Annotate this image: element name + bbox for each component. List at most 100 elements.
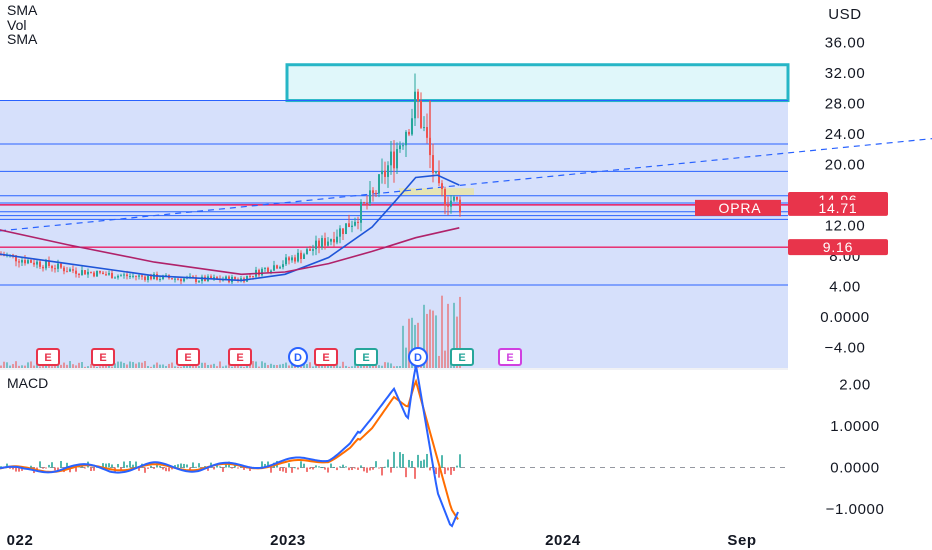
macd-histogram-bar — [132, 464, 134, 468]
legend-sma-1[interactable]: SMA — [7, 2, 38, 18]
legend-sma-2[interactable]: SMA — [7, 31, 38, 47]
candle-body — [270, 270, 272, 272]
sma-fast-line[interactable] — [0, 174, 460, 282]
event-marker[interactable]: E — [450, 348, 474, 366]
volume-bar — [354, 364, 356, 368]
macd-histogram-bar — [309, 467, 311, 470]
event-marker[interactable]: E — [176, 348, 200, 366]
macd-histogram-bar — [204, 466, 206, 468]
macd-histogram-bar — [294, 467, 296, 469]
candle-body — [306, 249, 308, 255]
volume-bar — [120, 361, 122, 368]
macd-histogram-bar — [297, 467, 299, 470]
legend-vol[interactable]: Vol — [7, 17, 27, 33]
macd-histogram-bar — [381, 467, 383, 476]
event-marker[interactable]: E — [314, 348, 338, 366]
macd-histogram-bar — [138, 467, 140, 471]
event-marker[interactable]: E — [228, 348, 252, 366]
macd-histogram-bar — [408, 459, 410, 468]
volume-bar — [15, 361, 17, 368]
badge-box — [788, 199, 888, 216]
candle-body — [144, 276, 146, 281]
event-circle — [288, 347, 308, 367]
volume-bar — [210, 364, 212, 368]
volume-bar — [51, 366, 53, 368]
macd-histogram-bar — [39, 461, 41, 468]
candle-body — [447, 205, 449, 207]
event-marker[interactable]: D — [288, 347, 308, 367]
candle-body — [234, 276, 236, 280]
macd-histogram-bar — [57, 467, 59, 472]
macd-histogram-bar — [60, 460, 62, 468]
volume-bar — [60, 364, 62, 368]
event-marker[interactable]: E — [36, 348, 60, 366]
trendline[interactable] — [0, 138, 932, 232]
candle-body — [396, 149, 398, 169]
event-label: E — [458, 352, 465, 364]
candle-body — [60, 263, 62, 268]
candle-body — [21, 260, 23, 263]
volume-bar — [387, 362, 389, 368]
candle-body — [303, 254, 305, 259]
macd-histogram-bar — [237, 467, 239, 469]
macd-histogram-bar — [288, 463, 290, 468]
volume-bar — [273, 364, 275, 368]
volume-bar — [90, 364, 92, 368]
event-marker[interactable]: E — [498, 348, 522, 366]
macd-histogram-bar — [390, 467, 392, 473]
volume-bar — [261, 361, 263, 368]
price-badge[interactable]: 9.16 — [788, 239, 888, 256]
candle-body — [72, 269, 74, 271]
macd-histogram-bar — [300, 461, 302, 468]
volume-bar — [3, 361, 5, 368]
macd-histogram-bar — [387, 459, 389, 468]
macd-histogram-bar — [159, 466, 161, 468]
candle-body — [456, 196, 458, 200]
candle-body — [351, 225, 353, 227]
candle-body — [348, 223, 350, 227]
candle-body — [18, 261, 20, 263]
volume-bar — [351, 366, 353, 368]
volume-bar — [294, 365, 296, 368]
volume-bar — [213, 363, 215, 368]
event-marker[interactable]: E — [354, 348, 378, 366]
candle-body — [45, 260, 47, 269]
candle-body — [282, 264, 284, 268]
volume-bar — [183, 365, 185, 368]
macd-histogram-bar — [153, 467, 155, 469]
event-box — [36, 348, 60, 366]
candle-body — [372, 190, 374, 193]
macd-histogram-bar — [399, 452, 401, 468]
sma-slow-line[interactable] — [0, 226, 460, 276]
demand-box[interactable] — [399, 188, 474, 196]
supply-zone[interactable] — [285, 63, 790, 103]
event-marker[interactable]: D — [408, 347, 428, 367]
candle-body — [321, 238, 323, 248]
macd-signal-line[interactable] — [0, 378, 459, 520]
candle-body — [171, 278, 173, 280]
macd-histogram-bar — [393, 451, 395, 468]
volume-bar — [276, 365, 278, 368]
volume-bar — [243, 366, 245, 368]
price-tick-label: 0.0000 — [820, 309, 869, 326]
candle-body — [123, 274, 125, 276]
volume-bar — [270, 363, 272, 368]
candle-body — [309, 249, 311, 251]
candle-body — [285, 257, 287, 265]
volume-bar — [453, 302, 455, 368]
symbol-tag — [695, 199, 781, 216]
macd-histogram-bar — [441, 455, 443, 468]
volume-bar — [207, 364, 209, 368]
price-badge[interactable]: OPRA 14.71 — [695, 199, 888, 216]
candle-body — [369, 190, 371, 204]
macd-line[interactable] — [0, 365, 459, 528]
macd-histogram-bar — [111, 464, 113, 468]
macd-histogram-bar — [384, 466, 386, 468]
legend-macd[interactable]: MACD — [7, 375, 49, 391]
volume-bar — [390, 363, 392, 368]
macd-histogram-bar — [402, 453, 404, 468]
candle-body — [138, 275, 140, 277]
event-marker[interactable]: E — [91, 348, 115, 366]
macd-histogram-bar — [147, 467, 149, 469]
